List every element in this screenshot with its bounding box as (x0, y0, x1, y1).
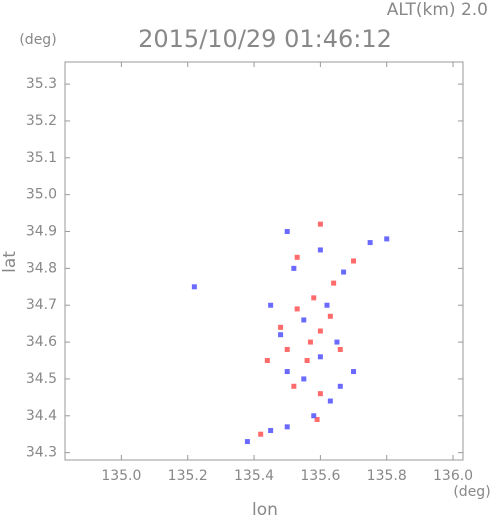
data-point (258, 431, 264, 437)
data-point (284, 346, 290, 352)
data-point (317, 221, 323, 227)
data-point (294, 254, 300, 260)
y-tick-label: 34.7 (26, 297, 57, 313)
y-tick-label: 35.2 (26, 113, 57, 129)
data-point (324, 302, 330, 308)
data-point (384, 236, 390, 242)
y-tick-label: 35.0 (26, 187, 57, 203)
data-point (311, 295, 317, 301)
x-tick-label: 135.4 (234, 468, 274, 484)
data-point (307, 339, 313, 345)
data-point (304, 358, 310, 363)
y-tick-label: 34.9 (26, 224, 57, 240)
data-point (291, 265, 297, 271)
data-point (314, 416, 320, 422)
x-tick-label: 135.2 (168, 468, 208, 484)
data-point (284, 424, 290, 430)
x-tick-label: 135.0 (101, 468, 141, 484)
y-unit: (deg) (19, 32, 56, 48)
y-tick-label: 35.3 (26, 76, 57, 92)
data-point (337, 346, 343, 352)
data-point (317, 247, 323, 253)
x-tick-label: 135.6 (300, 468, 340, 484)
data-point (264, 358, 270, 363)
data-point (244, 439, 250, 445)
data-point (334, 339, 340, 345)
data-point (291, 383, 297, 389)
data-point (311, 413, 317, 419)
data-point (284, 229, 290, 235)
data-point (294, 306, 300, 312)
data-point (191, 284, 197, 290)
data-point (284, 369, 290, 375)
data-point (268, 428, 274, 434)
data-point (331, 280, 337, 286)
plot-frame (64, 61, 464, 461)
data-point (317, 391, 323, 397)
y-tick-label: 34.4 (26, 408, 57, 424)
data-point (351, 369, 357, 375)
data-point (317, 354, 323, 360)
x-tick-label: 136.0 (433, 468, 473, 484)
data-point (327, 313, 333, 319)
data-point (341, 269, 347, 275)
y-tick-label: 34.5 (26, 371, 57, 387)
data-point (301, 376, 307, 382)
data-point (278, 324, 284, 330)
y-axis-title: lat (0, 251, 20, 273)
x-tick-label: 135.8 (367, 468, 407, 484)
data-point (317, 328, 323, 334)
y-tick-label: 34.3 (26, 445, 57, 461)
data-point (337, 383, 343, 389)
data-point (268, 302, 274, 308)
x-axis-title: lon (252, 500, 278, 520)
x-unit: (deg) (453, 484, 490, 500)
data-point (278, 332, 284, 338)
y-tick-label: 35.1 (26, 150, 57, 166)
data-point (351, 258, 357, 264)
data-point (301, 317, 307, 323)
y-tick-label: 34.8 (26, 260, 57, 276)
data-point (327, 398, 333, 404)
data-point (367, 240, 373, 246)
altitude-label: ALT(km) 2.0 (387, 0, 488, 20)
chart-title: 2015/10/29 01:46:12 (138, 25, 392, 53)
y-tick-label: 34.6 (26, 334, 57, 350)
